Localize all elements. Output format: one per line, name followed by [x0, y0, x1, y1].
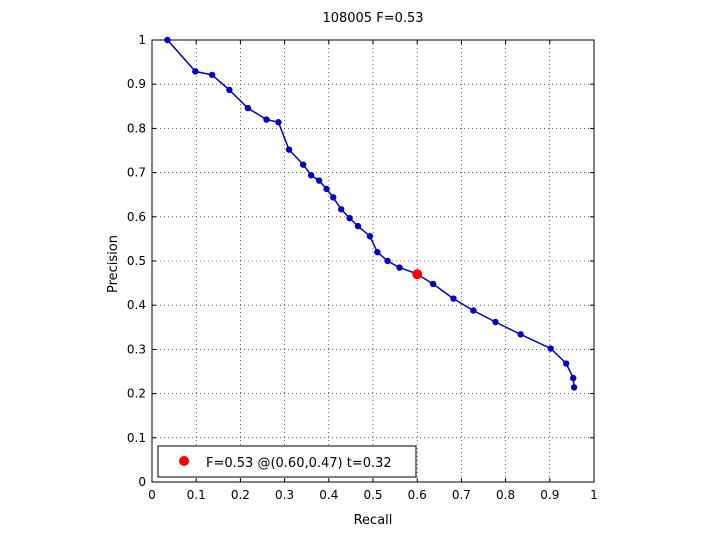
pr-curve-point	[374, 248, 381, 256]
x-tick-label: 0.7	[452, 488, 471, 502]
pr-curve-point	[285, 146, 293, 153]
highlight-layer	[412, 269, 423, 280]
x-tick-label: 0.6	[408, 488, 427, 502]
pr-curve-point	[396, 264, 403, 271]
legend-label: F=0.53 @(0.60,0.47) t=0.32	[206, 456, 392, 471]
pr-curve-point	[570, 374, 577, 382]
pr-curve-point	[384, 257, 391, 265]
pr-curve-point	[517, 331, 524, 338]
legend-box	[157, 445, 417, 478]
grid-lines	[152, 40, 594, 482]
pr-curve-point	[570, 384, 578, 391]
y-tick-label: 0.7	[127, 166, 146, 180]
pr-curve-point	[263, 116, 270, 123]
y-tick-label: 0.3	[127, 342, 146, 356]
y-tick-label: 0.9	[127, 77, 146, 91]
y-tick-label: 0.4	[127, 298, 146, 312]
pr-curve-point	[492, 318, 499, 326]
y-tick-label: 0.1	[127, 431, 146, 445]
pr-curve-point	[164, 36, 171, 44]
pr-curve-point	[354, 222, 362, 230]
tick-marks	[151, 39, 595, 483]
pr-curve-point	[323, 185, 330, 193]
x-tick-label: 0.9	[540, 488, 559, 502]
x-tick-label: 0.3	[275, 488, 294, 502]
pr-curve-point	[192, 68, 199, 75]
pr-curve-point	[315, 177, 323, 184]
pr-curve-point	[307, 172, 315, 179]
pr-curve-point	[562, 360, 570, 367]
x-tick-label: 0.4	[319, 488, 338, 502]
pr-curve-point	[337, 206, 345, 213]
pr-curve-point	[275, 119, 282, 126]
pr-curve-point	[226, 86, 233, 94]
pr-curve-point	[429, 280, 437, 288]
pr-curve-point	[208, 71, 216, 79]
x-tick-label: 0.2	[231, 488, 250, 502]
x-tick-label: 0.5	[363, 488, 382, 502]
y-tick-label: 0.6	[127, 210, 146, 224]
best-f-point	[412, 269, 423, 280]
x-axis-label: Recall	[354, 513, 393, 528]
pr-curve-point	[346, 214, 353, 222]
chart-title: 108005 F=0.53	[322, 11, 423, 26]
pr-curve-point	[330, 194, 337, 201]
pr-curve-point	[366, 233, 374, 240]
x-tick-labels: 0 0.1 0.2 0.3 0.4 0.5 0.6 0.7 0.8 0.9 1	[148, 488, 598, 502]
pr-curve-point	[547, 345, 554, 352]
y-tick-label: 0	[138, 475, 146, 489]
legend: F=0.53 @(0.60,0.47) t=0.32	[157, 445, 417, 478]
x-tick-label: 1	[590, 488, 598, 502]
y-tick-label: 0.5	[127, 254, 146, 268]
y-tick-label: 1	[138, 33, 146, 47]
y-axis-label: Precision	[106, 235, 121, 293]
pr-curve-point	[470, 307, 477, 314]
x-tick-label: 0.1	[187, 488, 206, 502]
x-tick-label: 0	[148, 488, 156, 502]
pr-curve-point	[244, 104, 252, 112]
series-layer	[164, 36, 578, 391]
y-tick-label: 0.2	[127, 387, 146, 401]
y-tick-label: 0.8	[127, 121, 146, 135]
pr-curve-line	[166, 39, 575, 388]
x-tick-label: 0.8	[496, 488, 515, 502]
pr-curve-point	[450, 295, 457, 302]
pr-curve-point	[299, 161, 307, 168]
legend-marker	[179, 456, 189, 466]
y-tick-labels: 0 0.1 0.2 0.3 0.4 0.5 0.6 0.7 0.8 0.9 1	[127, 33, 146, 489]
